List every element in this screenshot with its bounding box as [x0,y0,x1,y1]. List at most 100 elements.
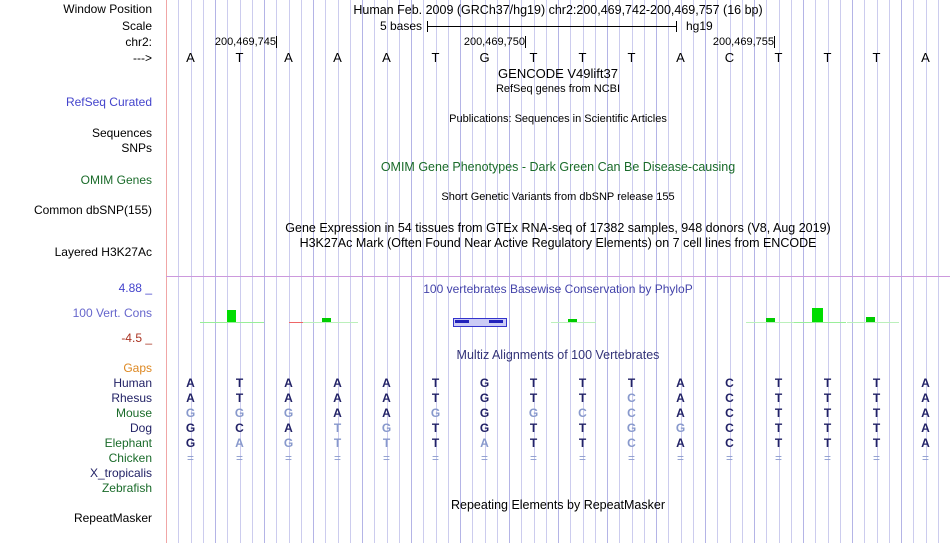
multiz-base: T [382,436,391,450]
gridline [644,0,645,543]
multiz-base: G [381,421,392,435]
gridline [754,0,755,543]
assembly-db-label: hg19 [686,19,713,33]
gridline [227,0,228,543]
gridline [803,0,804,543]
phylop-bar[interactable] [812,308,823,322]
track-title-refseq-ncbi[interactable]: RefSeq genes from NCBI [495,83,621,95]
ruler-tick [276,36,277,48]
multiz-base: A [676,406,685,420]
gridline [313,0,314,543]
phylop-gap-arrow[interactable] [453,318,507,327]
phylop-bar[interactable] [766,318,775,322]
track-label-x-tropicalis[interactable]: X_tropicalis [89,466,152,480]
multiz-base: A [480,436,489,450]
track-title-omim[interactable]: OMIM Gene Phenotypes - Dark Green Can Be… [380,160,736,174]
track-title-encode-h3k27ac[interactable]: H3K27Ac Mark (Often Found Near Active Re… [299,236,817,250]
phylop-whisker [794,322,846,323]
gridline [717,0,718,543]
multiz-base: T [235,376,244,390]
track-label-cons-track[interactable]: 100 Vert. Cons [72,306,152,320]
track-label-common-dbsnp[interactable]: Common dbSNP(155) [33,203,152,217]
track-label-layered-h3k27ac[interactable]: Layered H3K27Ac [54,245,152,259]
gridline [509,0,510,543]
multiz-base: T [774,406,783,420]
gridline [497,0,498,543]
track-label-zebrafish[interactable]: Zebrafish [101,481,152,495]
track-label-dog[interactable]: Dog [129,421,152,435]
gridline [791,0,792,543]
track-label-sequences[interactable]: Sequences [91,126,152,140]
gridline [558,0,559,543]
track-label-rhesus[interactable]: Rhesus [111,391,152,405]
scale-label: 5 bases [379,19,422,33]
track-label-mouse[interactable]: Mouse [115,406,152,420]
multiz-gap: = [480,451,488,465]
multiz-base: A [382,391,391,405]
ruler-base: T [627,50,636,65]
phylop-bar[interactable] [322,318,331,322]
scale-bar-left-cap [427,21,428,32]
ruler-position-label: 200,469,745 [214,36,276,48]
multiz-base: G [479,391,490,405]
track-label-gaps[interactable]: Gaps [123,361,152,375]
phylop-bar[interactable] [866,317,875,322]
gridline [350,0,351,543]
multiz-gap: = [382,451,390,465]
ruler-base: T [578,50,587,65]
gridline [178,0,179,543]
track-label-scale[interactable]: Scale [121,19,152,33]
track-title-gencode[interactable]: GENCODE V49lift37 [498,66,618,81]
ruler-tick [525,36,526,48]
track-title-publications[interactable]: Publications: Sequences in Scientific Ar… [449,113,667,125]
multiz-base: C [725,391,734,405]
track-title-repeatmasker-title[interactable]: Repeating Elements by RepeatMasker [450,498,665,512]
track-label-refseq-curated[interactable]: RefSeq Curated [65,95,152,109]
track-label-repeatmasker[interactable]: RepeatMasker [73,511,152,525]
track-label-cons-max[interactable]: 4.88 _ [118,281,152,295]
track-label-chrom[interactable]: chr2: [125,35,152,49]
multiz-base: T [872,391,881,405]
multiz-base: A [676,436,685,450]
gridline [852,0,853,543]
multiz-base: C [235,421,244,435]
multiz-base: G [234,406,245,420]
gridline [938,0,939,543]
phylop-bar[interactable] [227,310,236,322]
track-title-dbsnp[interactable]: Short Genetic Variants from dbSNP releas… [441,191,675,203]
ruler-base: T [431,50,440,65]
track-label-human[interactable]: Human [113,376,152,390]
gridline [864,0,865,543]
track-title-gtex[interactable]: Gene Expression in 54 tissues from GTEx … [285,221,831,235]
ruler-base: A [333,50,342,65]
multiz-base: T [431,376,440,390]
track-title-phylop[interactable]: 100 vertebrates Basewise Conservation by… [423,282,693,296]
gridline [546,0,547,543]
track-label-elephant[interactable]: Elephant [104,436,152,450]
multiz-base: T [578,376,587,390]
gridline [595,0,596,543]
track-label-chicken[interactable]: Chicken [108,451,152,465]
multiz-base: T [578,421,587,435]
ruler-base: T [823,50,832,65]
track-label-window-position[interactable]: Window Position [63,2,152,16]
track-label-snps[interactable]: SNPs [121,141,152,155]
track-label-cons-min[interactable]: -4.5 _ [121,331,152,345]
phylop-bar[interactable] [568,319,577,322]
track-label-column[interactable]: Window Position Scale chr2: ---> RefSeq Cura… [0,0,160,543]
multiz-base: T [823,421,832,435]
multiz-base: G [185,406,196,420]
multiz-base: T [529,436,538,450]
multiz-base: A [382,406,391,420]
multiz-gap: = [431,451,439,465]
track-label-omim-genes[interactable]: OMIM Genes [80,173,152,187]
multiz-base: T [872,406,881,420]
ruler-base: A [186,50,195,65]
multiz-base: T [529,391,538,405]
track-title-multiz[interactable]: Multiz Alignments of 100 Vertebrates [456,348,660,362]
ruler-base: C [724,50,735,65]
gridline [448,0,449,543]
track-label-strand[interactable]: ---> [133,51,152,65]
gridline [252,0,253,543]
